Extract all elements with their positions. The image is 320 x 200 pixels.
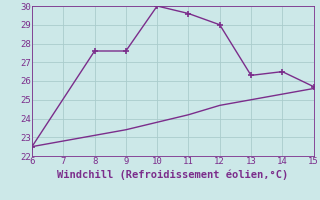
X-axis label: Windchill (Refroidissement éolien,°C): Windchill (Refroidissement éolien,°C)	[57, 169, 288, 180]
